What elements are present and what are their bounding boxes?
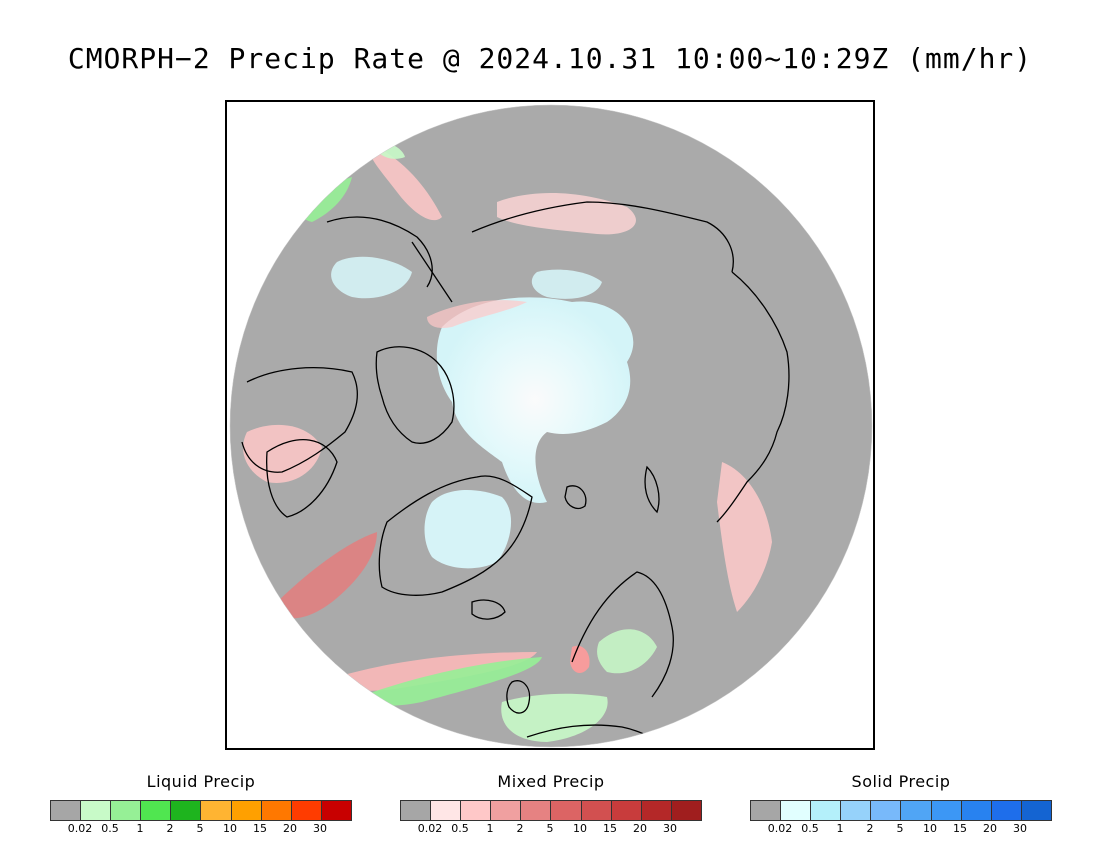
legend-title: Liquid Precip [146,772,256,791]
legend-tick-label: 30 [1013,822,1027,835]
legend-tick-label: 20 [633,822,647,835]
liquid-precip-scandinavia [597,629,657,674]
legend-swatch [901,801,932,820]
legend-swatch [841,801,872,820]
legend-swatch [641,801,672,820]
hudson-bay-coast [266,439,338,518]
legend-swatch [551,801,582,820]
legend-swatch [231,801,262,820]
legend-swatch [51,801,82,820]
arctic-snow-region [436,297,634,503]
legend-tick-label: 20 [283,822,297,835]
legend-colorbar [400,800,702,821]
canada-mainland-coast [241,367,358,473]
legend-tick-label: 2 [166,822,174,835]
legend-tick-label: 30 [663,822,677,835]
legend-tick-label: 0.02 [67,822,93,835]
legend-swatch [291,801,322,820]
legend-tick-label: 0.5 [101,822,119,835]
siberia-snow-patch [531,269,602,299]
legend-ticks: 0.02 0.5 1 2 5 10 15 20 30 [50,821,352,835]
legend-swatch [751,801,782,820]
legend-title: Solid Precip [851,772,951,791]
legend-colorbar [750,800,1052,821]
legend-tick-label: 0.5 [451,822,469,835]
legend-swatch [521,801,552,820]
legend-tick-label: 15 [953,822,967,835]
legend-swatch [931,801,962,820]
legend-tick-label: 0.5 [801,822,819,835]
legend-ticks: 0.02 0.5 1 2 5 10 15 20 30 [400,821,702,835]
legend-tick-label: 15 [603,822,617,835]
legend-tick-label: 1 [836,822,844,835]
legend-swatch [201,801,232,820]
legend-tick-label: 5 [546,822,554,835]
greenland-coast [378,475,533,596]
russia-arctic-coast [716,271,790,523]
legend-swatch [491,801,522,820]
legend-swatch [581,801,612,820]
alaska-coast [326,216,433,288]
map-title: CMORPH−2 Precip Rate @ 2024.10.31 10:00~… [67,42,1033,75]
legend-tick-label: 0.02 [767,822,793,835]
legend-tick-label: 0.02 [417,822,443,835]
legend-swatch [81,801,112,820]
mixed-precip-atlantic-band [272,532,377,619]
legend-swatch [171,801,202,820]
legend-liquid-precip: Liquid Precip 0.02 0.5 1 2 5 10 15 20 30 [50,772,352,835]
legend-tick-label: 10 [223,822,237,835]
legend-swatch [461,801,492,820]
mixed-precip-russia-east [717,462,772,612]
mixed-precip-siberia [497,192,636,235]
legend-swatch [611,801,642,820]
uk-coast [506,680,531,714]
legend-tick-label: 1 [136,822,144,835]
greenland-snow-region [424,490,512,569]
legend-swatch [431,801,462,820]
scandinavia-coast [571,571,674,698]
legend-tick-label: 1 [486,822,494,835]
liquid-precip-atlantic [367,657,542,706]
legend-tick-label: 30 [313,822,327,835]
legend-swatch [811,801,842,820]
novaya-zemlya-coast [644,465,660,514]
legend-swatch [961,801,992,820]
legend-swatch [781,801,812,820]
legend-swatch [671,801,701,820]
canadian-archipelago-coast [375,346,455,444]
legend-swatch [991,801,1022,820]
legend-tick-label: 2 [516,822,524,835]
legend-tick-label: 5 [196,822,204,835]
legend-solid-precip: Solid Precip 0.02 0.5 1 2 5 10 15 20 30 [750,772,1052,835]
legend-swatch [871,801,902,820]
iceland-coast [471,599,506,620]
legend-colorbar [50,800,352,821]
coastlines [241,201,790,747]
legend-mixed-precip: Mixed Precip 0.02 0.5 1 2 5 10 15 20 30 [400,772,702,835]
legend-tick-label: 15 [253,822,267,835]
polar-map [229,104,873,748]
legend-swatch [141,801,172,820]
legend-swatch [261,801,292,820]
mixed-precip-pacific-band [367,142,442,221]
bering-boundary [411,241,453,303]
siberia-coast [471,201,734,273]
legend-ticks: 0.02 0.5 1 2 5 10 15 20 30 [750,821,1052,835]
legend-title: Mixed Precip [497,772,605,791]
legend-swatch [1021,801,1051,820]
legend-tick-label: 10 [923,822,937,835]
mixed-precip-norway [570,645,590,674]
legend-tick-label: 20 [983,822,997,835]
legend-tick-label: 10 [573,822,587,835]
legend-swatch [401,801,432,820]
polar-map-frame [225,100,875,750]
legend-swatch [321,801,351,820]
mixed-precip-arctic-ring [427,300,527,328]
svalbard-coast [564,485,587,510]
mixed-precip-north-atlantic [337,652,537,691]
legend-swatch [111,801,142,820]
legend-tick-label: 5 [896,822,904,835]
canada-snow-patch [331,256,412,299]
legend-tick-label: 2 [866,822,874,835]
